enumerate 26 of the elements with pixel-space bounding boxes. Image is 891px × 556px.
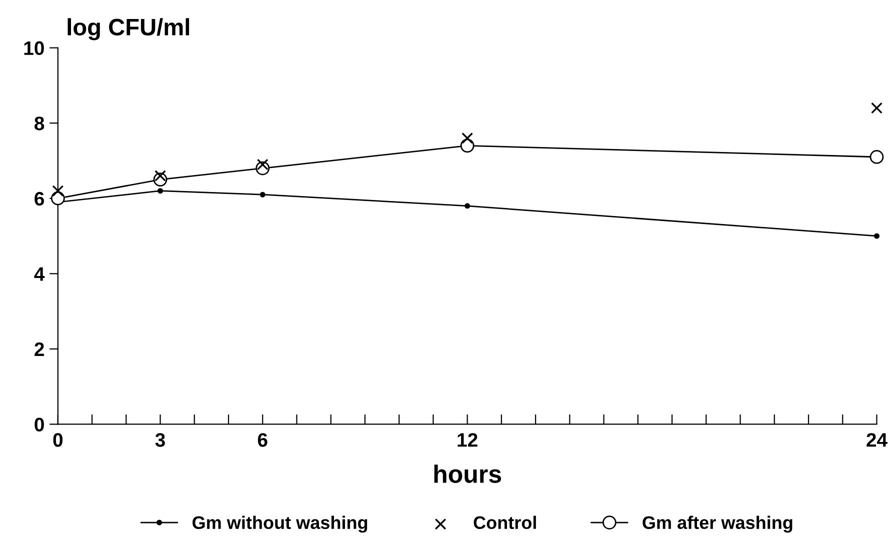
point [157, 188, 164, 194]
y-tick-label: 4 [34, 267, 45, 281]
x-tick-label: 24 [866, 433, 888, 447]
x-tick-label: 12 [458, 433, 478, 447]
legend-label: Control [474, 516, 536, 530]
point [260, 192, 266, 198]
point [256, 158, 268, 170]
y-axis-title: log CFU/ml [68, 18, 190, 40]
x-axis-title: hours [434, 464, 502, 483]
x-tick-label: 3 [155, 433, 165, 447]
y-tick-label: 6 [34, 192, 44, 206]
legend-label: Gm after washing [642, 516, 792, 533]
y-tick-label: 2 [34, 342, 44, 356]
y-tick-label: 10 [24, 41, 44, 56]
point [52, 185, 64, 197]
legend-label: Gm without washing [192, 516, 368, 533]
x-tick-label: 0 [53, 433, 63, 447]
y-tick-label: 0 [34, 418, 44, 432]
point [464, 203, 470, 209]
point [154, 170, 166, 182]
point [871, 102, 882, 114]
point [874, 233, 880, 239]
point [870, 150, 884, 164]
point [462, 132, 474, 144]
x-tick-label: 6 [258, 433, 268, 447]
y-tick-label: 8 [34, 116, 44, 130]
